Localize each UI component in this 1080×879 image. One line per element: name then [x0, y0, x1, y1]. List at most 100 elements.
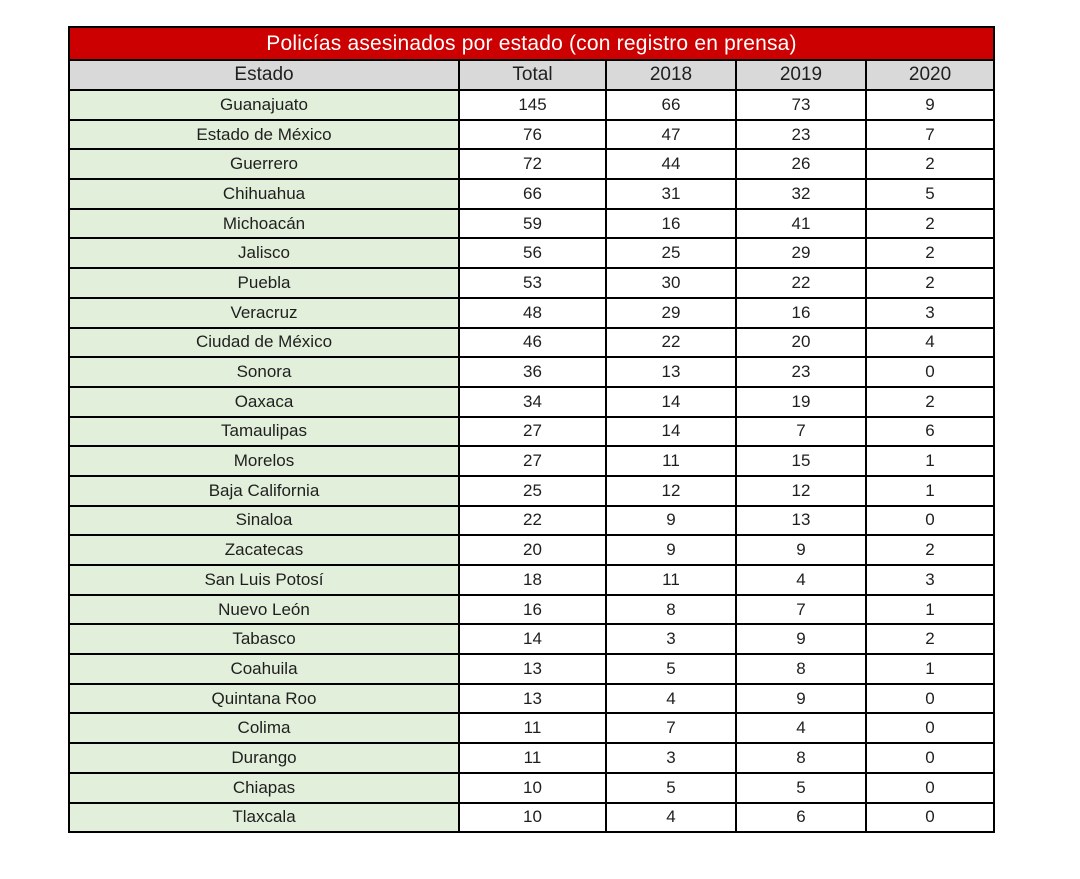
table-row: Guanajuato 145 66 73 9: [68, 89, 996, 121]
table-row: Estado de México 76 47 23 7: [68, 118, 996, 151]
state-cell: Nuevo León: [68, 593, 460, 626]
value-cell: 0: [864, 771, 996, 804]
value-cell: 2: [864, 267, 996, 299]
state-cell: Zacatecas: [68, 534, 460, 566]
value-cell: 16: [605, 207, 737, 240]
value-cell: 16: [458, 593, 607, 626]
value-cell: 15: [735, 445, 867, 477]
value-cell: 5: [605, 771, 737, 804]
value-cell: 29: [735, 237, 867, 270]
state-cell: Jalisco: [68, 237, 460, 270]
state-cell: Oaxaca: [68, 385, 460, 418]
value-cell: 66: [458, 178, 607, 210]
police-deaths-table-container: Policías asesinados por estado (con regi…: [67, 26, 996, 834]
value-cell: 11: [605, 445, 737, 477]
value-cell: 2: [864, 207, 996, 240]
value-cell: 66: [605, 89, 737, 121]
value-cell: 3: [605, 742, 737, 774]
value-cell: 1: [864, 593, 996, 626]
value-cell: 3: [605, 623, 737, 656]
value-cell: 0: [864, 712, 996, 745]
table-row: Chiapas 10 5 5 0: [68, 771, 996, 804]
value-cell: 19: [735, 385, 867, 418]
value-cell: 27: [458, 415, 607, 448]
value-cell: 5: [605, 653, 737, 685]
value-cell: 8: [605, 593, 737, 626]
value-cell: 34: [458, 385, 607, 418]
value-cell: 10: [458, 801, 607, 834]
value-cell: 1: [864, 653, 996, 685]
value-cell: 9: [864, 89, 996, 121]
value-cell: 9: [735, 682, 867, 715]
table-row: Zacatecas 20 9 9 2: [68, 534, 996, 566]
state-cell: Durango: [68, 742, 460, 774]
value-cell: 4: [605, 682, 737, 715]
state-cell: Veracruz: [68, 296, 460, 329]
state-cell: Quintana Roo: [68, 682, 460, 715]
state-cell: Tlaxcala: [68, 801, 460, 834]
value-cell: 12: [605, 474, 737, 507]
state-cell: Guerrero: [68, 148, 460, 181]
value-cell: 3: [864, 564, 996, 596]
value-cell: 22: [605, 326, 737, 359]
table-row: Ciudad de México 46 22 20 4: [68, 326, 996, 359]
table-row: Sinaloa 22 9 13 0: [68, 504, 996, 537]
value-cell: 16: [735, 296, 867, 329]
value-cell: 13: [605, 356, 737, 388]
value-cell: 7: [864, 118, 996, 151]
value-cell: 2: [864, 623, 996, 656]
value-cell: 3: [864, 296, 996, 329]
value-cell: 0: [864, 682, 996, 715]
state-cell: Tabasco: [68, 623, 460, 656]
value-cell: 7: [735, 593, 867, 626]
value-cell: 32: [735, 178, 867, 210]
table-row: San Luis Potosí 18 11 4 3: [68, 564, 996, 596]
state-cell: Coahuila: [68, 653, 460, 685]
value-cell: 6: [735, 801, 867, 834]
value-cell: 0: [864, 356, 996, 388]
value-cell: 25: [458, 474, 607, 507]
table-row: Baja California 25 12 12 1: [68, 474, 996, 507]
state-cell: San Luis Potosí: [68, 564, 460, 596]
value-cell: 1: [864, 445, 996, 477]
table-row: Puebla 53 30 22 2: [68, 267, 996, 299]
value-cell: 11: [605, 564, 737, 596]
value-cell: 0: [864, 504, 996, 537]
value-cell: 9: [605, 534, 737, 566]
table-title: Policías asesinados por estado (con regi…: [67, 26, 996, 61]
value-cell: 10: [458, 771, 607, 804]
value-cell: 5: [864, 178, 996, 210]
state-cell: Sinaloa: [68, 504, 460, 537]
table-title-row: Policías asesinados por estado (con regi…: [67, 26, 996, 61]
state-cell: Chiapas: [68, 771, 460, 804]
state-cell: Tamaulipas: [68, 415, 460, 448]
value-cell: 7: [605, 712, 737, 745]
value-cell: 30: [605, 267, 737, 299]
table-row: Guerrero 72 44 26 2: [68, 148, 996, 181]
column-header-estado: Estado: [68, 59, 460, 91]
value-cell: 53: [458, 267, 607, 299]
value-cell: 76: [458, 118, 607, 151]
column-header-2020: 2020: [864, 59, 996, 91]
police-deaths-by-state-table: Policías asesinados por estado (con regi…: [67, 26, 996, 834]
table-row: Veracruz 48 29 16 3: [68, 296, 996, 329]
value-cell: 48: [458, 296, 607, 329]
value-cell: 22: [735, 267, 867, 299]
value-cell: 9: [605, 504, 737, 537]
value-cell: 46: [458, 326, 607, 359]
value-cell: 2: [864, 148, 996, 181]
value-cell: 4: [605, 801, 737, 834]
table-row: Tamaulipas 27 14 7 6: [68, 415, 996, 448]
value-cell: 29: [605, 296, 737, 329]
value-cell: 20: [458, 534, 607, 566]
value-cell: 13: [735, 504, 867, 537]
value-cell: 4: [735, 564, 867, 596]
value-cell: 20: [735, 326, 867, 359]
column-header-2018: 2018: [605, 59, 737, 91]
state-cell: Puebla: [68, 267, 460, 299]
value-cell: 41: [735, 207, 867, 240]
value-cell: 14: [605, 415, 737, 448]
value-cell: 1: [864, 474, 996, 507]
state-cell: Ciudad de México: [68, 326, 460, 359]
value-cell: 145: [458, 89, 607, 121]
